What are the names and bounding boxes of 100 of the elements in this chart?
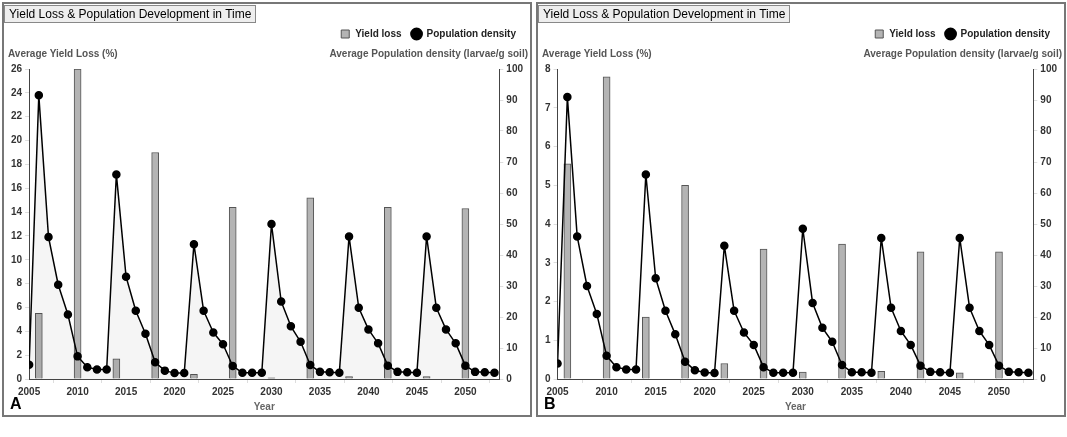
point xyxy=(680,357,690,366)
y2-tick-label: 20 xyxy=(1040,310,1052,322)
y-tick-label: 6 xyxy=(16,301,23,313)
point xyxy=(490,368,499,378)
point xyxy=(1014,367,1023,377)
point xyxy=(896,326,906,336)
point xyxy=(926,367,935,377)
chart-title: Yield Loss & Population Development in Time xyxy=(538,5,791,23)
chart-title: Yield Loss & Population Development in Time xyxy=(4,5,257,23)
point xyxy=(209,328,218,337)
point xyxy=(315,367,325,377)
point xyxy=(451,339,460,348)
point xyxy=(228,361,237,371)
x-tick-label: 2040 xyxy=(357,385,380,397)
point xyxy=(710,368,719,378)
point xyxy=(354,303,363,312)
point xyxy=(955,233,964,243)
point xyxy=(778,368,788,378)
y-tick-label: 12 xyxy=(11,229,23,241)
point xyxy=(847,367,857,377)
point xyxy=(441,325,451,334)
point xyxy=(935,367,945,377)
point xyxy=(179,368,189,378)
x-tick-label: 2020 xyxy=(693,385,717,397)
point xyxy=(651,274,660,283)
y-tick-label: 20 xyxy=(11,134,23,146)
y-axis-title: Average Yield Loss (%) xyxy=(542,47,652,59)
x-tick-label: 2010 xyxy=(595,385,619,397)
x-axis-title: Year xyxy=(784,400,807,412)
text: B xyxy=(544,395,556,413)
x-tick-label: 2030 xyxy=(791,385,815,397)
point xyxy=(141,329,150,338)
point xyxy=(572,232,582,241)
point xyxy=(112,170,121,179)
point xyxy=(749,340,758,350)
y2-tick-label: 90 xyxy=(1040,93,1052,105)
y2-tick-label: 80 xyxy=(1040,124,1052,136)
legend-label: Population density xyxy=(426,27,517,39)
point xyxy=(131,306,141,316)
point xyxy=(945,368,955,378)
y2-axis-title: Average Population density (larvae/g soil) xyxy=(863,47,1062,59)
point xyxy=(759,362,768,372)
x-tick-label: 2005 xyxy=(18,385,41,397)
y-tick-label: 16 xyxy=(11,181,23,193)
point xyxy=(739,328,749,337)
x-tick-label: 2050 xyxy=(454,385,477,397)
y-tick-label: 4 xyxy=(545,217,551,229)
y-tick-label: 1 xyxy=(545,334,551,345)
x-tick-label: 2040 xyxy=(889,385,913,397)
point xyxy=(470,367,480,377)
point xyxy=(73,352,82,361)
y-tick-label: 5 xyxy=(545,179,551,190)
y-tick-label: 3 xyxy=(545,256,551,268)
x-tick-label: 2015 xyxy=(114,385,138,397)
x-tick-label: 2045 xyxy=(938,385,962,397)
y-tick-label: 0 xyxy=(16,372,23,384)
point xyxy=(994,361,1004,370)
legend-label: Population density xyxy=(960,27,1051,39)
y2-tick-label: 50 xyxy=(1040,217,1052,229)
y2-tick-label: 60 xyxy=(506,186,518,198)
point xyxy=(661,306,670,316)
x-tick-label: 2025 xyxy=(742,385,766,397)
point xyxy=(808,298,817,308)
point xyxy=(827,337,837,347)
point xyxy=(480,367,490,377)
y-tick-label: 8 xyxy=(16,277,23,289)
x-tick-label: 2050 xyxy=(987,385,1011,397)
point xyxy=(906,340,915,350)
y-tick-label: 4 xyxy=(16,325,23,337)
point xyxy=(150,358,160,367)
y-tick-label: 24 xyxy=(11,86,23,98)
point xyxy=(412,368,422,378)
point xyxy=(798,224,808,233)
y2-tick-label: 20 xyxy=(506,310,518,322)
point xyxy=(402,367,412,377)
point xyxy=(818,323,827,333)
point xyxy=(121,272,131,281)
point xyxy=(238,368,247,378)
point xyxy=(422,232,431,241)
point xyxy=(612,362,621,372)
point xyxy=(276,297,286,306)
point xyxy=(325,367,334,377)
y2-tick-label: 80 xyxy=(506,124,518,136)
point xyxy=(857,367,866,377)
point xyxy=(393,367,402,377)
point xyxy=(364,325,373,334)
point xyxy=(306,360,315,370)
y2-tick-label: 70 xyxy=(1040,155,1052,167)
y2-tick-label: 10 xyxy=(1040,341,1052,353)
y2-tick-label: 0 xyxy=(1040,372,1047,384)
y2-tick-label: 40 xyxy=(506,248,518,260)
point xyxy=(34,91,44,100)
x-axis-title: Year xyxy=(253,400,275,412)
x-tick-label: 2045 xyxy=(405,385,429,397)
y2-axis-title: Average Population density (larvae/g soil) xyxy=(329,47,528,59)
point xyxy=(461,361,470,370)
y2-tick-label: 50 xyxy=(506,217,518,229)
point xyxy=(729,306,739,316)
legend-label: Yield loss xyxy=(355,27,402,39)
point xyxy=(335,368,344,378)
